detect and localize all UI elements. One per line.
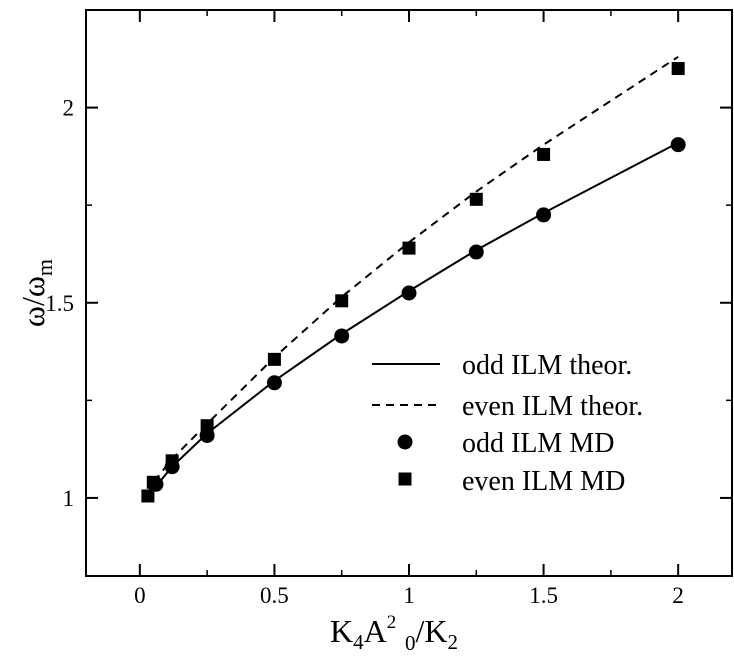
even-ilm-md-point	[335, 294, 349, 308]
odd-ilm-md-point	[401, 285, 417, 301]
even-ilm-md-point	[141, 489, 155, 503]
x-axis-title: K4A20/K2	[330, 612, 458, 655]
tick-labels: 0 0.5 1 1.5 2 1 1.5 2	[45, 96, 684, 608]
x-axis-title-sub0: 0	[405, 631, 416, 655]
x-tick-label: 1	[403, 583, 415, 608]
y-axis-title: ω/ωm	[15, 259, 57, 327]
x-axis-title-slash: /K	[416, 613, 448, 649]
x-tick-label: 0	[134, 583, 146, 608]
odd-ilm-md-point	[670, 137, 686, 153]
x-axis-title-a: A	[364, 613, 387, 649]
even-ilm-md-point	[537, 147, 551, 161]
even-ilm-md-point	[402, 241, 416, 255]
even-ilm-md-point	[165, 454, 179, 468]
x-axis-title-sup2: 2	[387, 612, 397, 633]
y-tick-label: 2	[63, 96, 75, 121]
legend-odd-theor-label: odd ILM theor.	[462, 350, 632, 381]
x-tick-label: 0.5	[260, 583, 289, 608]
legend-even-md-marker	[398, 472, 412, 486]
even-ilm-md-point	[200, 419, 214, 433]
legend-odd-md-marker	[397, 434, 413, 450]
even-ilm-md-point	[671, 62, 685, 76]
even-ilm-md-point	[146, 475, 160, 489]
odd-ilm-md-point	[468, 244, 484, 260]
axis-ticks	[86, 10, 732, 576]
odd-ilm-theory-line	[147, 141, 679, 495]
y-tick-label: 1.5	[45, 291, 74, 316]
y-axis-title-main: ω/ω	[15, 276, 51, 327]
even-ilm-md-point	[267, 352, 281, 366]
odd-ilm-md-point	[266, 375, 282, 391]
x-axis-title-k: K	[330, 613, 353, 649]
odd-ilm-md-point	[536, 207, 552, 223]
x-axis-title-sub4: 4	[353, 630, 364, 654]
even-ilm-md-point	[469, 192, 483, 206]
legend-odd-md-label: odd ILM MD	[462, 428, 614, 459]
x-tick-label: 2	[672, 583, 684, 608]
series-markers	[141, 62, 686, 503]
x-tick-label: 1.5	[529, 583, 558, 608]
legend-even-theor-label: even ILM theor.	[462, 391, 643, 422]
series-lines	[146, 55, 679, 495]
legend-even-md-label: even ILM MD	[462, 466, 625, 497]
x-axis-title-sub2: 2	[448, 630, 459, 654]
y-tick-label: 1	[63, 486, 75, 511]
y-axis-title-sub: m	[32, 259, 57, 276]
legend: odd ILM theor. even ILM theor. odd ILM M…	[372, 350, 643, 497]
odd-ilm-md-point	[334, 328, 350, 344]
